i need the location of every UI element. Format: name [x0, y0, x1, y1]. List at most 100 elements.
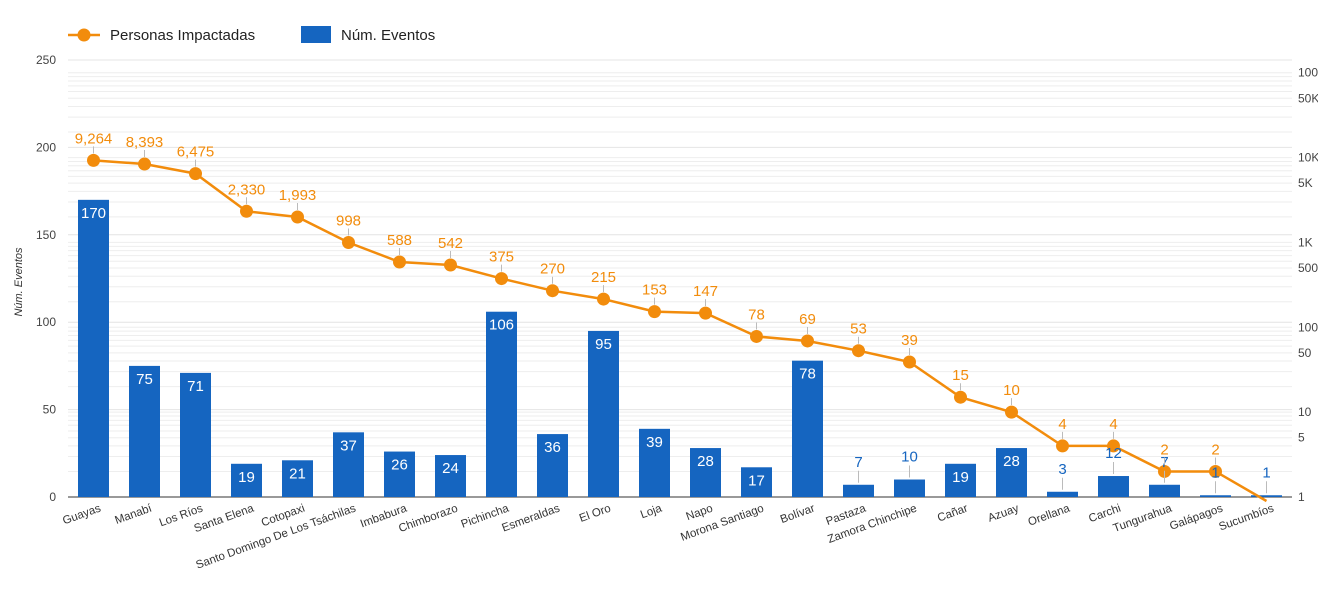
- line-data-label: 215: [591, 269, 616, 286]
- bar: [843, 484, 874, 497]
- bar-data-label: 12: [1105, 445, 1122, 462]
- bar: [537, 434, 568, 497]
- bar-data-label: 26: [391, 457, 408, 474]
- y2-tick-label: 1: [1298, 490, 1305, 504]
- line-point: [1209, 464, 1222, 478]
- line-point: [903, 355, 916, 369]
- y2-tick-label: 100: [1298, 320, 1318, 334]
- x-tick-label: Orellana: [1027, 502, 1073, 528]
- line-point: [648, 305, 661, 319]
- line-data-label: 9,264: [75, 130, 113, 147]
- line-data-label: 6,475: [177, 144, 215, 161]
- bar: [894, 479, 925, 497]
- line-data-label: 588: [387, 232, 412, 249]
- bar: [690, 448, 721, 497]
- bar-data-label: 37: [340, 437, 357, 454]
- line-point: [954, 390, 967, 404]
- line-point: [750, 329, 763, 343]
- line-data-label: 39: [901, 332, 918, 349]
- legend: Personas Impactadas Núm. Eventos: [68, 26, 435, 44]
- line-data-label: 4: [1058, 416, 1066, 433]
- bar-data-label: 19: [952, 469, 969, 486]
- x-tick-label: Galápagos: [1168, 502, 1225, 532]
- y2-tick-label: 5: [1298, 431, 1305, 445]
- line-point: [444, 258, 457, 272]
- bar-data-label: 170: [81, 205, 106, 222]
- y2-tick-label: 10: [1298, 405, 1312, 419]
- line-data-label: 542: [438, 235, 463, 252]
- line-data-label: 153: [642, 282, 667, 299]
- x-tick-label: Cañar: [936, 502, 970, 524]
- line-data-label: 998: [336, 213, 361, 230]
- bar-data-label: 39: [646, 434, 663, 451]
- bar-data-label: 1: [1262, 464, 1270, 481]
- line-point: [852, 344, 865, 358]
- x-tick-label: Esmeraldas: [500, 502, 561, 534]
- y-tick-label: 100: [36, 315, 56, 329]
- y-tick-label: 0: [49, 490, 56, 504]
- line-data-label: 2,330: [228, 181, 266, 198]
- bar-data-label: 17: [748, 472, 765, 489]
- bar: [333, 432, 364, 497]
- line-path: [93, 159, 1268, 503]
- y-axis-title: Núm. Eventos: [13, 247, 25, 317]
- line-data-label: 2: [1211, 441, 1219, 458]
- bar: [231, 463, 262, 497]
- line-data-label: 270: [540, 261, 565, 278]
- line-data-label: 15: [952, 367, 969, 384]
- bar: [78, 199, 109, 497]
- legend-num-eventos: Núm. Eventos: [341, 27, 435, 44]
- line-data-label: 10: [1003, 382, 1020, 399]
- x-tick-label: Zamora Chinchipe: [826, 503, 918, 546]
- legend-line-marker: [77, 28, 91, 42]
- line-data-label: 375: [489, 249, 514, 266]
- bar: [180, 372, 211, 497]
- bar: [435, 455, 466, 497]
- bar-data-label: 1: [1211, 464, 1219, 481]
- bar: [639, 428, 670, 497]
- bar: [486, 311, 517, 497]
- line-data-label: 4: [1109, 416, 1117, 433]
- x-tick-label: Bolívar: [779, 502, 817, 526]
- bar-series: [78, 199, 1282, 497]
- bar-data-label: 24: [442, 460, 459, 477]
- line-point: [393, 255, 406, 269]
- bar: [384, 451, 415, 497]
- bar: [1200, 495, 1231, 497]
- line-point: [1107, 439, 1120, 453]
- bar-data-label: 78: [799, 366, 816, 383]
- line-point: [138, 157, 151, 171]
- y-tick-label: 50: [43, 403, 57, 417]
- x-tick-label: Tungurahua: [1112, 502, 1175, 535]
- bar: [1098, 476, 1129, 497]
- y2-tick-label: 100K: [1298, 66, 1318, 80]
- line-point: [801, 334, 814, 348]
- line-point: [699, 306, 712, 320]
- x-tick-label: Azuay: [986, 502, 1020, 524]
- y2-tick-label: 50K: [1298, 91, 1318, 105]
- line-data-label: 69: [799, 311, 816, 328]
- bar: [1251, 495, 1282, 497]
- line-data-label: 147: [693, 283, 718, 300]
- y-tick-label: 200: [36, 140, 56, 154]
- bar-data-label: 106: [489, 317, 514, 334]
- line-point: [1005, 405, 1018, 419]
- line-point: [1056, 439, 1069, 453]
- bar: [996, 448, 1027, 497]
- bar-data-label: 95: [595, 336, 612, 353]
- y2-tick-label: 50: [1298, 346, 1312, 360]
- bar-data-label: 75: [136, 371, 153, 388]
- y2-tick-label: 5K: [1298, 176, 1313, 190]
- bar: [792, 360, 823, 497]
- x-tick-label: Sucumbíos: [1217, 502, 1275, 533]
- y-tick-label: 250: [36, 53, 56, 67]
- bar-data-label: 3: [1058, 461, 1066, 478]
- bar: [588, 330, 619, 497]
- line-point: [342, 236, 355, 250]
- x-tick-label: Loja: [639, 502, 664, 521]
- y2-tick-label: 500: [1298, 261, 1318, 275]
- line-point: [240, 204, 253, 218]
